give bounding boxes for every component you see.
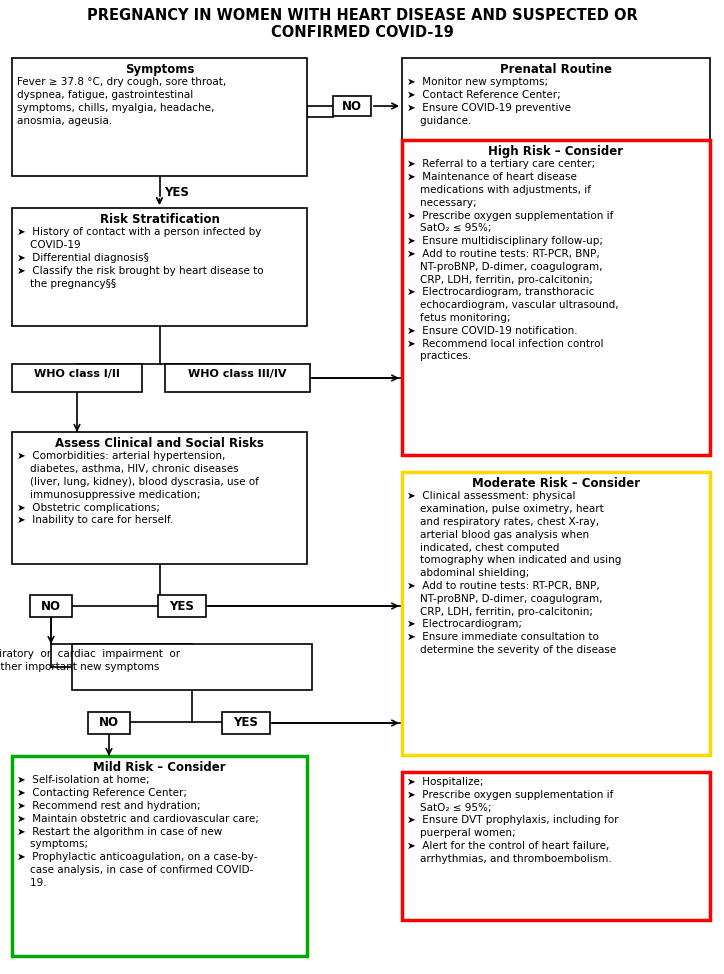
Text: Symptoms: Symptoms [125,63,194,76]
Text: YES: YES [164,186,190,199]
Bar [30,595,72,617]
Text: Prenatal Routine: Prenatal Routine [500,63,612,76]
Bar [12,58,307,176]
Bar [402,58,710,156]
Bar [12,756,307,956]
Bar [402,140,710,455]
Text: Risk Stratification: Risk Stratification [100,213,219,226]
Bar [88,712,130,734]
Text: NO: NO [342,99,362,113]
Text: YES: YES [234,717,258,730]
Text: ➤  Self-isolation at home;
➤  Contacting Reference Center;
➤  Recommend rest and: ➤ Self-isolation at home; ➤ Contacting R… [17,775,259,887]
Text: Moderate Risk – Consider: Moderate Risk – Consider [472,477,640,490]
Text: ➤  Hospitalize;
➤  Prescribe oxygen supplementation if
    SatO₂ ≤ 95%;
➤  Ensur: ➤ Hospitalize; ➤ Prescribe oxygen supple… [407,777,618,864]
Text: ➤  History of contact with a person infected by
    COVID-19
➤  Differential dia: ➤ History of contact with a person infec… [17,227,264,288]
Text: WHO class I/II: WHO class I/II [34,369,120,379]
Bar [158,595,206,617]
Text: PREGNANCY IN WOMEN WITH HEART DISEASE AND SUSPECTED OR
CONFIRMED COVID-19: PREGNANCY IN WOMEN WITH HEART DISEASE AN… [87,8,637,40]
Bar [72,644,312,690]
Text: Fever ≥ 37.8 °C, dry cough, sore throat,
dyspnea, fatigue, gastrointestinal
symp: Fever ≥ 37.8 °C, dry cough, sore throat,… [17,77,226,126]
Bar [402,772,710,920]
Text: Respiratory  or  cardiac  impairment  or
other important new symptoms: Respiratory or cardiac impairment or oth… [0,649,180,672]
Text: ➤  Comorbidities: arterial hypertension,
    diabetes, asthma, HIV, chronic dise: ➤ Comorbidities: arterial hypertension, … [17,451,259,525]
Text: NO: NO [99,717,119,730]
Text: ➤  Clinical assessment: physical
    examination, pulse oximetry, heart
    and : ➤ Clinical assessment: physical examinat… [407,491,621,655]
Text: High Risk – Consider: High Risk – Consider [489,145,623,158]
Text: ➤  Monitor new symptoms;
➤  Contact Reference Center;
➤  Ensure COVID-19 prevent: ➤ Monitor new symptoms; ➤ Contact Refere… [407,77,571,126]
Text: WHO class III/IV: WHO class III/IV [188,369,287,379]
Text: Mild Risk – Consider: Mild Risk – Consider [93,761,226,774]
Text: NO: NO [41,600,61,613]
Bar [402,472,710,755]
Text: ➤  Referral to a tertiary care center;
➤  Maintenance of heart disease
    medic: ➤ Referral to a tertiary care center; ➤ … [407,160,618,361]
Bar [12,364,142,392]
Bar [222,712,270,734]
Bar [333,96,371,116]
Bar [165,364,310,392]
Bar [12,208,307,326]
Bar [12,432,307,564]
Text: Assess Clinical and Social Risks: Assess Clinical and Social Risks [55,437,264,450]
Text: YES: YES [169,600,195,613]
